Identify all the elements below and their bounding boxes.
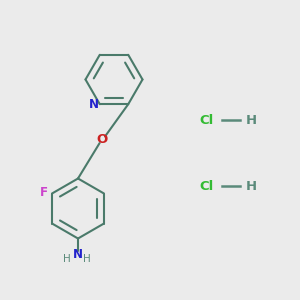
Text: N: N: [89, 98, 99, 111]
Text: H: H: [82, 254, 90, 265]
Text: Cl: Cl: [200, 113, 214, 127]
Text: F: F: [40, 185, 48, 199]
Text: Cl: Cl: [200, 179, 214, 193]
Text: H: H: [246, 179, 257, 193]
Text: H: H: [63, 254, 70, 265]
Text: H: H: [246, 113, 257, 127]
Text: N: N: [73, 248, 83, 261]
Text: O: O: [96, 133, 108, 146]
